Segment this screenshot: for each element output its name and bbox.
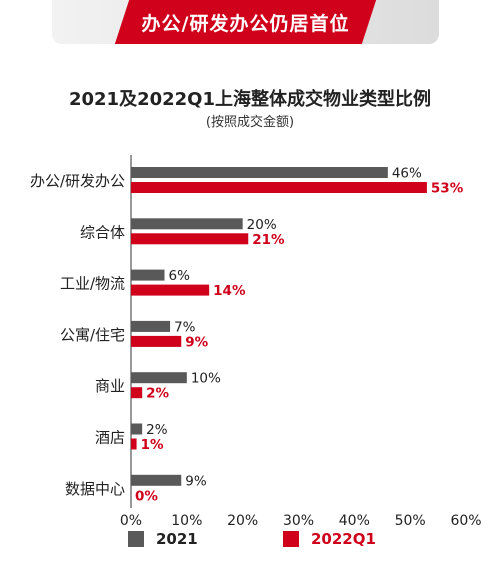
category-label: 数据中心: [65, 480, 125, 498]
bar-2021: [131, 372, 187, 384]
legend-swatch-2021: [128, 531, 144, 547]
x-tick-label: 20%: [227, 513, 258, 529]
data-label-2021: 10%: [191, 371, 221, 387]
data-label-2022q1: 53%: [431, 181, 464, 197]
bar-2021: [131, 423, 143, 435]
x-tick-label: 0%: [120, 513, 142, 529]
bar-2022q1: [131, 182, 427, 193]
x-tick-label: 30%: [283, 513, 314, 529]
data-label-2021: 6%: [169, 268, 191, 284]
bar-2021: [131, 474, 182, 486]
data-label-2021: 20%: [247, 217, 277, 233]
legend-item-2021: 2021: [128, 530, 198, 548]
data-label-2022q1: 9%: [185, 334, 208, 350]
category-label: 办公/研发办公: [30, 172, 125, 190]
data-label-2022q1: 1%: [141, 437, 164, 453]
data-label-2022q1: 0%: [135, 488, 158, 504]
chart-subtitle: (按照成交金额): [205, 115, 295, 130]
data-label-2022q1: 14%: [213, 283, 246, 299]
banner-text: 办公/研发办公仍居首位: [141, 12, 350, 35]
bar-2022q1: [131, 438, 137, 450]
legend-label-2022q1: 2022Q1: [311, 530, 376, 548]
legend: 2021 2022Q1: [0, 530, 500, 554]
header-banner: 办公/研发办公仍居首位: [52, 0, 439, 44]
bar-2022q1: [131, 387, 143, 399]
data-label-2021: 9%: [185, 473, 207, 489]
category-label: 商业: [95, 377, 125, 395]
data-label-2021: 2%: [146, 422, 168, 438]
data-label-2021: 46%: [392, 166, 422, 182]
data-label-2022q1: 2%: [146, 386, 169, 402]
bar-2022q1: [131, 284, 210, 296]
bar-2021: [131, 218, 243, 230]
bar-2021: [131, 269, 165, 281]
bar-2022q1: [131, 233, 249, 245]
legend-label-2021: 2021: [156, 530, 198, 548]
x-tick-label: 40%: [339, 513, 370, 529]
x-tick-label: 50%: [395, 513, 426, 529]
x-tick-label: 10%: [171, 513, 202, 529]
bar-2022q1: [131, 335, 182, 347]
x-tick-label: 60%: [450, 513, 481, 529]
category-label: 工业/物流: [60, 275, 125, 293]
data-label-2022q1: 21%: [252, 232, 285, 248]
legend-item-2022q1: 2022Q1: [283, 530, 376, 548]
legend-swatch-2022q1: [283, 531, 299, 547]
data-label-2021: 7%: [174, 319, 196, 335]
category-label: 综合体: [80, 223, 125, 241]
chart-title: 2021及2022Q1上海整体成交物业类型比例: [68, 89, 432, 110]
bar-2021: [131, 320, 171, 332]
bar-2021: [131, 167, 388, 178]
category-label: 公寓/住宅: [60, 326, 125, 344]
category-label: 酒店: [95, 429, 125, 447]
